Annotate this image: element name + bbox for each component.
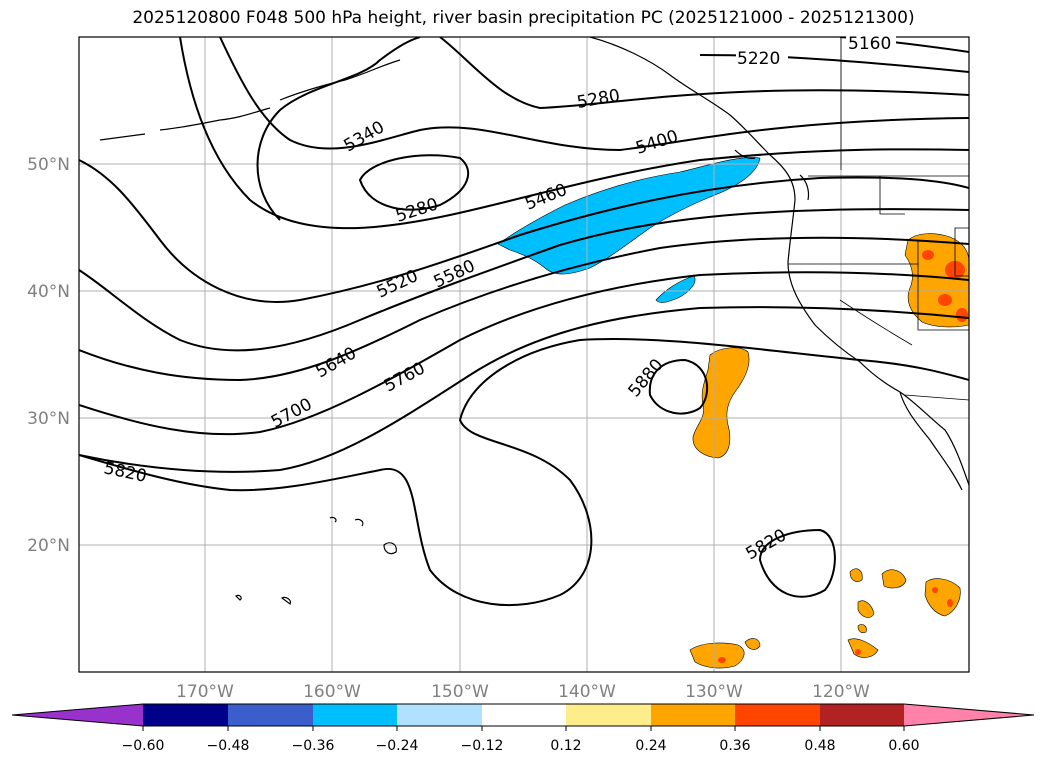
contour-5760	[79, 306, 969, 473]
contour-label-5160: 5160	[848, 34, 891, 54]
colorbar-ticks	[142, 726, 905, 731]
colorbar-segment-7	[651, 704, 735, 726]
lon-label-140w: 140°W	[558, 682, 616, 702]
colorbar-segment-8	[735, 704, 820, 726]
colorbar-tick-label: −0.48	[207, 738, 250, 754]
precip-positive-region	[689, 233, 969, 669]
lat-label-30n: 30°N	[27, 409, 70, 429]
colorbar-tick-label: 0.48	[804, 738, 835, 754]
lat-label-50n: 50°N	[27, 155, 70, 175]
contour-5220	[699, 54, 969, 73]
colorbar-tick-label: −0.24	[376, 738, 419, 754]
lon-label-160w: 160°W	[303, 682, 361, 702]
lon-label-120w: 120°W	[812, 682, 870, 702]
contour-5400	[219, 37, 969, 152]
map-title: 2025120800 F048 500 hPa height, river ba…	[132, 8, 915, 28]
map-border	[78, 36, 970, 673]
contour-5820-west	[79, 338, 969, 607]
longitude-labels: 170°W 160°W 150°W 140°W 130°W 120°W	[176, 682, 870, 702]
colorbar-tick-label: 0.12	[550, 738, 581, 754]
contour-5580	[79, 208, 969, 352]
contour-5700	[79, 271, 969, 436]
latitude-labels: 50°N 40°N 30°N 20°N	[27, 155, 70, 556]
lon-label-170w: 170°W	[176, 682, 234, 702]
contour-label-5220: 5220	[737, 49, 780, 69]
colorbar: −0.60 −0.48 −0.36 −0.24 −0.12 0.12 0.24 …	[11, 703, 1035, 754]
contour-5640	[79, 236, 969, 382]
lon-label-150w: 150°W	[431, 682, 489, 702]
country-borders	[788, 37, 969, 401]
contour-5880	[648, 358, 708, 415]
colorbar-tick-label: −0.36	[292, 738, 335, 754]
colorbar-segment-1	[143, 704, 228, 726]
colorbar-segment-10	[904, 704, 1034, 726]
map-frame-bg	[79, 37, 969, 672]
lat-label-40n: 40°N	[27, 282, 70, 302]
colorbar-segment-5	[482, 704, 566, 726]
contour-5820-east	[758, 528, 836, 598]
lat-label-20n: 20°N	[27, 536, 70, 556]
colorbar-segment-4	[397, 704, 482, 726]
contour-5280-north	[439, 37, 969, 110]
colorbar-segment-6	[566, 704, 651, 726]
colorbar-segment-3	[313, 704, 397, 726]
contour-5460	[179, 37, 969, 230]
colorbar-tick-label: 0.24	[635, 738, 666, 754]
colorbar-tick-label: 0.36	[719, 738, 750, 754]
colorbar-tick-label: −0.12	[461, 738, 504, 754]
colorbar-segment-9	[820, 704, 904, 726]
contour-5520	[79, 159, 969, 303]
gridlines	[79, 37, 969, 672]
colorbar-segment-0	[12, 704, 143, 726]
colorbar-tick-label: −0.60	[122, 738, 165, 754]
colorbar-segment-2	[228, 704, 313, 726]
lon-label-130w: 130°W	[685, 682, 743, 702]
contour-5280-closed	[358, 154, 470, 211]
colorbar-tick-label: 0.60	[888, 738, 919, 754]
contour-5340	[256, 37, 421, 221]
